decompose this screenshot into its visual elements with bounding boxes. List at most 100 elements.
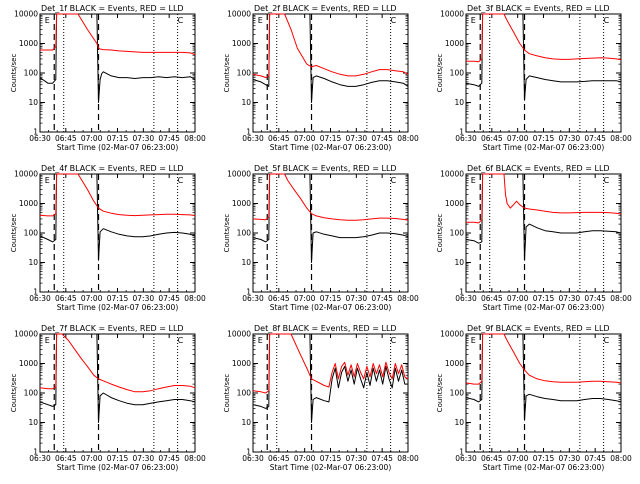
- x-tick-label: 08:00: [184, 454, 206, 463]
- plot-frame: [39, 333, 196, 453]
- x-tick-label: 07:15: [533, 294, 555, 303]
- plot-annotation: E: [45, 336, 50, 345]
- x-tick-label: 07:00: [294, 134, 316, 143]
- x-tick-label: 06:30: [455, 134, 477, 143]
- x-tick-label: 08:00: [610, 294, 632, 303]
- x-tick-label: 06:30: [242, 134, 264, 143]
- x-axis-label: Start Time (02-Mar-07 06:23:00): [57, 463, 179, 472]
- y-tick-label: 10000: [14, 170, 38, 179]
- y-tick-label: 10: [454, 258, 464, 267]
- x-tick-label: 07:00: [81, 134, 103, 143]
- y-tick-label: 100: [24, 389, 39, 398]
- y-tick-label: 1: [246, 128, 251, 137]
- x-tick-label: 07:45: [371, 134, 393, 143]
- plot-annotation: E: [258, 336, 263, 345]
- plot-annotation: C: [604, 336, 610, 345]
- x-tick-label: 07:45: [158, 454, 180, 463]
- y-tick-label: 1: [33, 128, 38, 137]
- y-tick-label: 1: [33, 448, 38, 457]
- y-tick-label: 10000: [14, 10, 38, 19]
- y-tick-label: 1000: [19, 199, 38, 208]
- lld-series-line: [40, 13, 196, 56]
- y-tick-label: 10000: [440, 330, 464, 339]
- y-axis-label: Counts/sec: [223, 214, 231, 253]
- y-tick-label: 10000: [440, 170, 464, 179]
- x-tick-label: 08:00: [610, 134, 632, 143]
- chart-title: Det_2f BLACK = Events, RED = LLD: [254, 4, 397, 13]
- y-tick-label: 10000: [227, 170, 251, 179]
- plot-frame: [465, 333, 622, 453]
- x-tick-label: 07:15: [533, 134, 555, 143]
- x-tick-label: 08:00: [397, 294, 419, 303]
- x-tick-label: 07:15: [107, 454, 129, 463]
- plot-annotation: C: [178, 336, 184, 345]
- y-tick-label: 1000: [445, 39, 464, 48]
- chart-panel-4: 06:30 06:45 07:00 07:15 07:30 07:45 08:00 1 10 10…: [10, 164, 206, 312]
- chart-title: Det_3f BLACK = Events, RED = LLD: [467, 4, 610, 13]
- x-tick-label: 07:30: [559, 294, 581, 303]
- y-tick-label: 10: [241, 98, 251, 107]
- lld-series-line: [252, 173, 409, 221]
- x-tick-label: 07:00: [507, 454, 529, 463]
- y-axis-label: Counts/sec: [436, 214, 444, 253]
- plot-annotation: E: [258, 16, 263, 25]
- y-tick-label: 10000: [227, 330, 251, 339]
- x-tick-label: 07:15: [533, 454, 555, 463]
- x-tick-label: 07:45: [584, 454, 606, 463]
- x-axis-label: Start Time (02-Mar-07 06:23:00): [57, 143, 179, 152]
- y-tick-label: 1000: [232, 39, 251, 48]
- chart-title: Det_5f BLACK = Events, RED = LLD: [254, 164, 397, 173]
- lld-series-line: [466, 173, 622, 224]
- x-tick-label: 07:30: [346, 294, 368, 303]
- x-tick-label: 08:00: [397, 454, 419, 463]
- x-tick-label: 07:00: [294, 454, 316, 463]
- y-tick-label: 1000: [445, 199, 464, 208]
- chart-title: Det_7f BLACK = Events, RED = LLD: [41, 324, 184, 333]
- x-tick-label: 07:15: [320, 134, 342, 143]
- chart-title: Det_1f BLACK = Events, RED = LLD: [41, 4, 184, 13]
- x-tick-label: 07:45: [584, 134, 606, 143]
- x-tick-label: 08:00: [397, 134, 419, 143]
- x-tick-label: 07:30: [346, 134, 368, 143]
- x-tick-label: 07:15: [107, 134, 129, 143]
- x-tick-label: 06:45: [481, 294, 503, 303]
- x-tick-label: 07:45: [371, 294, 393, 303]
- y-tick-label: 100: [24, 69, 39, 78]
- y-tick-label: 100: [450, 389, 465, 398]
- x-tick-label: 06:45: [481, 134, 503, 143]
- chart-panel-7: 06:30 06:45 07:00 07:15 07:30 07:45 08:00 1 10 10…: [10, 324, 206, 472]
- plot-annotation: C: [178, 16, 184, 25]
- x-tick-label: 06:30: [242, 454, 264, 463]
- y-tick-label: 1000: [232, 199, 251, 208]
- y-tick-label: 1000: [232, 359, 251, 368]
- y-tick-label: 10: [241, 418, 251, 427]
- plot-annotation: C: [391, 16, 397, 25]
- y-tick-label: 10000: [227, 10, 251, 19]
- plot-annotation: C: [604, 176, 610, 185]
- lld-series-line: [252, 333, 409, 394]
- y-tick-label: 100: [450, 69, 465, 78]
- x-axis-label: Start Time (02-Mar-07 06:23:00): [483, 143, 605, 152]
- x-tick-label: 07:30: [559, 134, 581, 143]
- x-tick-label: 06:30: [455, 454, 477, 463]
- y-tick-label: 100: [237, 69, 252, 78]
- y-axis-label: Counts/sec: [10, 214, 18, 253]
- y-tick-label: 10000: [440, 10, 464, 19]
- plot-annotation: C: [604, 16, 610, 25]
- y-tick-label: 1: [459, 448, 464, 457]
- y-tick-label: 10: [28, 98, 38, 107]
- plot-annotation: E: [471, 336, 476, 345]
- y-axis-label: Counts/sec: [436, 54, 444, 93]
- plot-annotation: E: [45, 176, 50, 185]
- x-tick-label: 07:00: [81, 454, 103, 463]
- chart-title: Det_8f BLACK = Events, RED = LLD: [254, 324, 397, 333]
- lld-series-line: [465, 333, 622, 385]
- plot-annotation: C: [178, 176, 184, 185]
- y-tick-label: 10: [241, 258, 251, 267]
- x-tick-label: 07:00: [81, 294, 103, 303]
- lld-series-line: [39, 333, 196, 393]
- chart-panel-5: 06:30 06:45 07:00 07:15 07:30 07:45 08:00 1 10 10…: [223, 164, 419, 312]
- y-axis-label: Counts/sec: [436, 374, 444, 413]
- y-axis-label: Counts/sec: [10, 54, 18, 93]
